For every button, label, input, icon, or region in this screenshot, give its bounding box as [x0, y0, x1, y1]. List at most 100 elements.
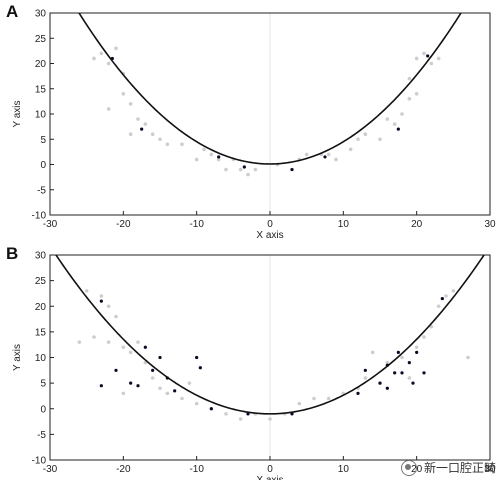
scatter-point-dark	[242, 165, 246, 169]
scatter-point-dark	[198, 366, 202, 370]
scatter-point-gray	[356, 137, 360, 142]
scatter-point-gray	[326, 396, 331, 401]
scatter-point-gray	[436, 304, 441, 309]
scatter-point-gray	[121, 391, 126, 396]
scatter-point-gray	[165, 142, 170, 147]
scatter-point-dark	[217, 155, 221, 159]
x-tick-label: -30	[43, 464, 58, 475]
scatter-point-gray	[216, 157, 221, 162]
scatter-point-dark	[440, 296, 444, 301]
scatter-point-gray	[106, 61, 111, 66]
scatter-point-gray	[370, 350, 375, 355]
scatter-point-gray	[400, 355, 404, 360]
scatter-point-gray	[202, 147, 206, 152]
scatter-point-gray	[114, 314, 118, 319]
scatter-point-gray	[312, 396, 316, 401]
scatter-point-gray	[84, 289, 89, 293]
scatter-point-dark	[136, 384, 140, 388]
scatter-point-gray	[158, 386, 162, 391]
scatter-point-dark	[363, 368, 367, 372]
scatter-point-dark	[129, 381, 133, 385]
x-tick-label: 30	[484, 464, 496, 475]
y-tick-label: 10	[35, 353, 47, 364]
scatter-point-gray	[180, 142, 184, 147]
scatter-point-gray	[444, 294, 448, 298]
scatter-point-dark	[415, 350, 419, 354]
scatter-point-gray	[422, 51, 426, 56]
scatter-point-gray	[114, 46, 118, 51]
scatter-point-gray	[268, 417, 272, 421]
y-tick-label: 5	[40, 135, 46, 146]
scatter-point-gray	[99, 294, 104, 298]
scatter-point-gray	[238, 417, 243, 421]
scatter-point-dark	[356, 391, 360, 395]
x-tick-label: -20	[116, 219, 131, 230]
scatter-point-dark	[396, 350, 400, 354]
scatter-point-dark	[151, 368, 155, 372]
scatter-point-gray	[121, 345, 126, 350]
panel-label-a: A	[6, 2, 19, 21]
watermark-text: 新一口腔正畸	[423, 460, 496, 475]
plot-area	[55, 255, 485, 421]
scatter-point-gray	[128, 102, 133, 106]
scatter-point-gray	[414, 56, 419, 61]
scatter-point-gray	[466, 355, 470, 360]
y-tick-label: 0	[40, 160, 46, 171]
scatter-point-dark	[378, 381, 382, 385]
scatter-point-gray	[378, 137, 382, 142]
x-tick-label: 20	[411, 464, 423, 475]
scatter-point-gray	[180, 396, 184, 401]
y-tick-label: 15	[35, 327, 47, 338]
scatter-point-gray	[106, 340, 111, 344]
scatter-point-dark	[195, 355, 199, 360]
scatter-point-gray	[136, 340, 140, 344]
scatter-point-gray	[385, 117, 390, 121]
y-tick-label: 25	[35, 34, 47, 45]
y-tick-label: 20	[35, 302, 47, 313]
scatter-point-gray	[77, 340, 82, 344]
watermark: 新一口腔正畸	[401, 459, 496, 476]
y-tick-label: 30	[35, 9, 47, 20]
scatter-point-gray	[165, 391, 170, 396]
scatter-point-gray	[297, 401, 302, 406]
scatter-point-gray	[106, 304, 111, 309]
scatter-point-gray	[194, 157, 199, 162]
scatter-point-dark	[290, 167, 294, 172]
scatter-point-gray	[253, 167, 258, 172]
scatter-point-gray	[407, 376, 412, 380]
scatter-point-dark	[143, 345, 147, 349]
scatter-point-gray	[385, 360, 390, 365]
x-tick-label: 10	[338, 464, 350, 475]
scatter-point-gray	[143, 122, 148, 126]
scatter-point-gray	[429, 61, 434, 66]
scatter-point-gray	[224, 412, 228, 416]
plot-area	[78, 13, 462, 177]
scatter-point-gray	[348, 147, 353, 152]
y-tick-label: 15	[35, 84, 47, 95]
y-tick-label: 25	[35, 276, 47, 287]
scatter-point-gray	[451, 289, 456, 293]
scatter-point-gray	[92, 56, 96, 61]
scatter-point-dark	[323, 155, 327, 159]
x-tick-label: -10	[189, 219, 204, 230]
scatter-point-gray	[158, 137, 162, 142]
scatter-point-gray	[414, 345, 419, 350]
scatter-point-gray	[128, 132, 133, 136]
wechat-logo-icon	[401, 460, 418, 476]
x-tick-label: 30	[484, 219, 496, 230]
scatter-point-gray	[407, 76, 412, 81]
scatter-point-gray	[92, 335, 96, 339]
scatter-point-dark	[209, 407, 213, 411]
scatter-point-gray	[128, 350, 133, 355]
scatter-point-gray	[407, 97, 412, 101]
scatter-point-gray	[422, 335, 426, 339]
scatter-point-gray	[246, 172, 250, 177]
y-tick-label: 10	[35, 110, 47, 121]
x-tick-label: 10	[338, 219, 350, 230]
scatter-point-dark	[158, 355, 162, 360]
scatter-point-dark	[407, 361, 411, 365]
scatter-point-gray	[209, 152, 214, 157]
scatter-point-gray	[99, 51, 104, 56]
y-tick-label: -10	[32, 456, 47, 467]
